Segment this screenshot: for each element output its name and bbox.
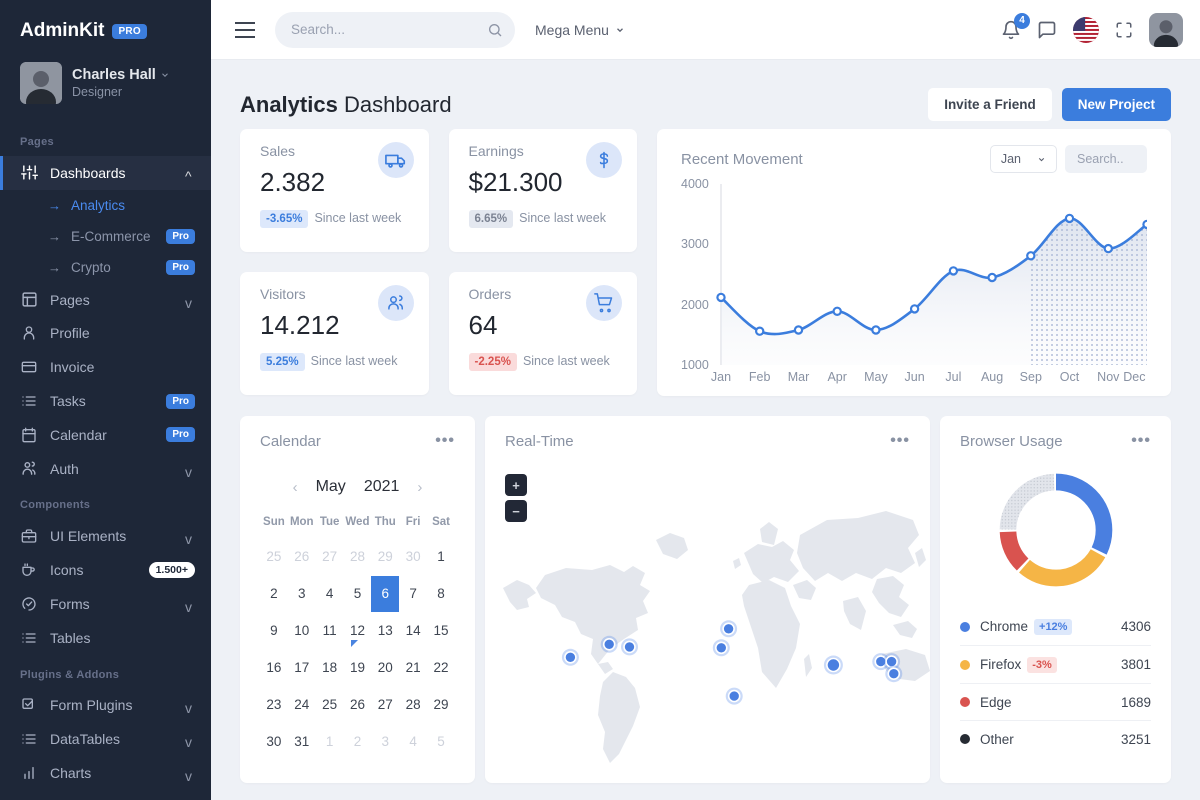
svg-text:Feb: Feb bbox=[749, 370, 771, 384]
svg-text:3000: 3000 bbox=[681, 237, 709, 251]
svg-text:Jul: Jul bbox=[945, 370, 961, 384]
svg-text:Nov: Nov bbox=[1097, 370, 1120, 384]
svg-text:Oct: Oct bbox=[1060, 370, 1080, 384]
svg-text:Apr: Apr bbox=[827, 370, 846, 384]
svg-text:1000: 1000 bbox=[681, 358, 709, 372]
svg-text:Sep: Sep bbox=[1020, 370, 1042, 384]
svg-text:Jun: Jun bbox=[905, 370, 925, 384]
svg-text:Mar: Mar bbox=[788, 370, 810, 384]
svg-text:4000: 4000 bbox=[681, 179, 709, 191]
svg-text:Jan: Jan bbox=[711, 370, 731, 384]
svg-text:May: May bbox=[864, 370, 888, 384]
svg-text:Aug: Aug bbox=[981, 370, 1003, 384]
svg-text:Dec: Dec bbox=[1123, 370, 1145, 384]
svg-text:2000: 2000 bbox=[681, 298, 709, 312]
